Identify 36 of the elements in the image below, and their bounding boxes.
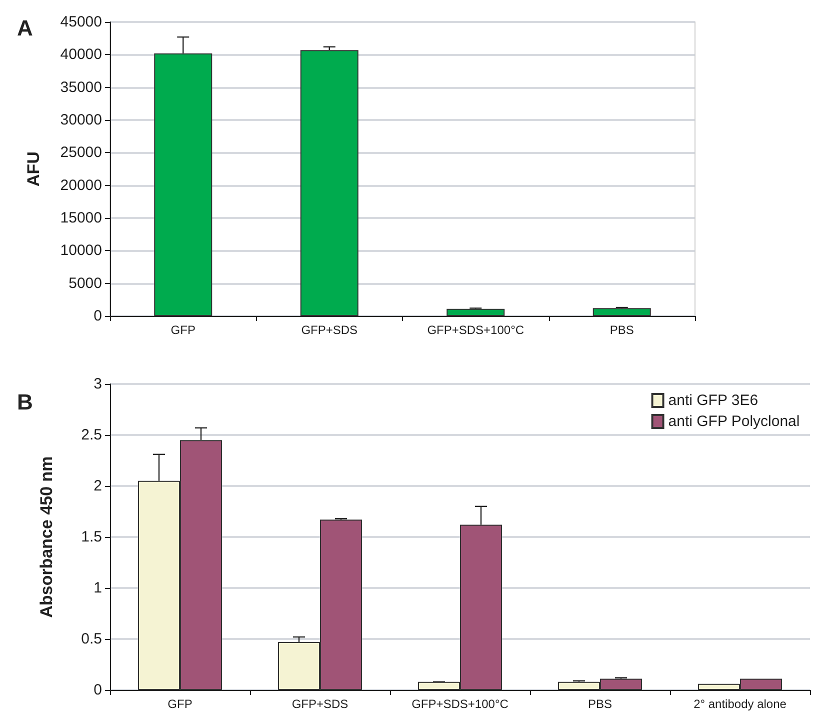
bar <box>300 50 358 316</box>
y-tick-label: 10000 <box>60 242 102 260</box>
y-tick-label: 30000 <box>60 112 102 128</box>
y-tick-label: 0 <box>94 308 102 324</box>
x-tick-label: GFP+SDS <box>292 697 348 711</box>
x-tick-label: GFP <box>168 697 192 711</box>
y-tick-label: 2 <box>94 478 102 494</box>
x-tick-label: PBS <box>610 323 634 337</box>
x-tick-label: GFP+SDS <box>301 323 358 337</box>
chart-title: B <box>17 390 33 414</box>
y-tick-label: 3 <box>94 376 102 392</box>
chart-title: A <box>17 16 33 40</box>
x-tick-label: 2° antibody alone <box>694 697 787 711</box>
y-tick-label: 2.5 <box>81 426 102 444</box>
bar <box>592 308 651 316</box>
y-tick-label: 45000 <box>60 14 102 30</box>
legend-label: anti GFP 3E6 <box>668 392 758 409</box>
bar <box>154 53 212 316</box>
x-tick-label: GFP <box>170 323 196 337</box>
legend-label: anti GFP Polyclonal <box>668 413 800 430</box>
y-tick-label: 35000 <box>60 78 102 96</box>
y-tick-label: 25000 <box>60 144 102 162</box>
x-tick-label: GFP+SDS+100°C <box>412 697 509 711</box>
y-tick-label: 0.5 <box>81 630 102 648</box>
y-tick-label: 1 <box>94 580 102 596</box>
y-tick-label: 5000 <box>68 274 102 292</box>
bar <box>446 308 505 316</box>
y-axis-title: Absorbance 450 nm <box>37 456 56 618</box>
y-tick-label: 1.5 <box>81 528 102 546</box>
y-axis-title: AFU <box>24 152 43 186</box>
x-tick-label: PBS <box>588 697 612 711</box>
y-tick-label: 40000 <box>60 46 102 64</box>
y-tick-label: 0 <box>94 682 102 698</box>
y-tick-label: 15000 <box>60 210 102 226</box>
x-tick-label: GFP+SDS+100°C <box>427 323 524 337</box>
y-tick-label: 20000 <box>60 176 102 194</box>
